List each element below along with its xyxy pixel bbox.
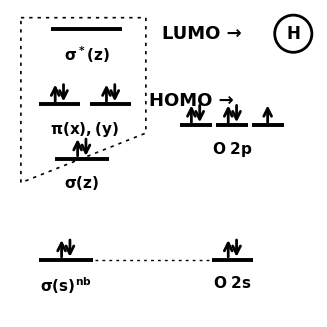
Text: $\mathbf{O\ 2s}$: $\mathbf{O\ 2s}$ xyxy=(213,275,252,291)
Text: $\mathbf{\sigma(s)^{nb}}$: $\mathbf{\sigma(s)^{nb}}$ xyxy=(40,275,92,296)
Text: $\mathbf{O\ 2p}$: $\mathbf{O\ 2p}$ xyxy=(212,140,253,160)
Text: $\mathbf{\sigma(z)}$: $\mathbf{\sigma(z)}$ xyxy=(64,174,99,192)
Text: LUMO →: LUMO → xyxy=(162,25,242,43)
Text: HOMO →: HOMO → xyxy=(149,92,234,110)
Text: H: H xyxy=(286,25,300,43)
Text: $\mathbf{\sigma^*(z)}$: $\mathbf{\sigma^*(z)}$ xyxy=(64,44,110,65)
Text: $\mathbf{\pi(x),(y)}$: $\mathbf{\pi(x),(y)}$ xyxy=(50,120,120,139)
